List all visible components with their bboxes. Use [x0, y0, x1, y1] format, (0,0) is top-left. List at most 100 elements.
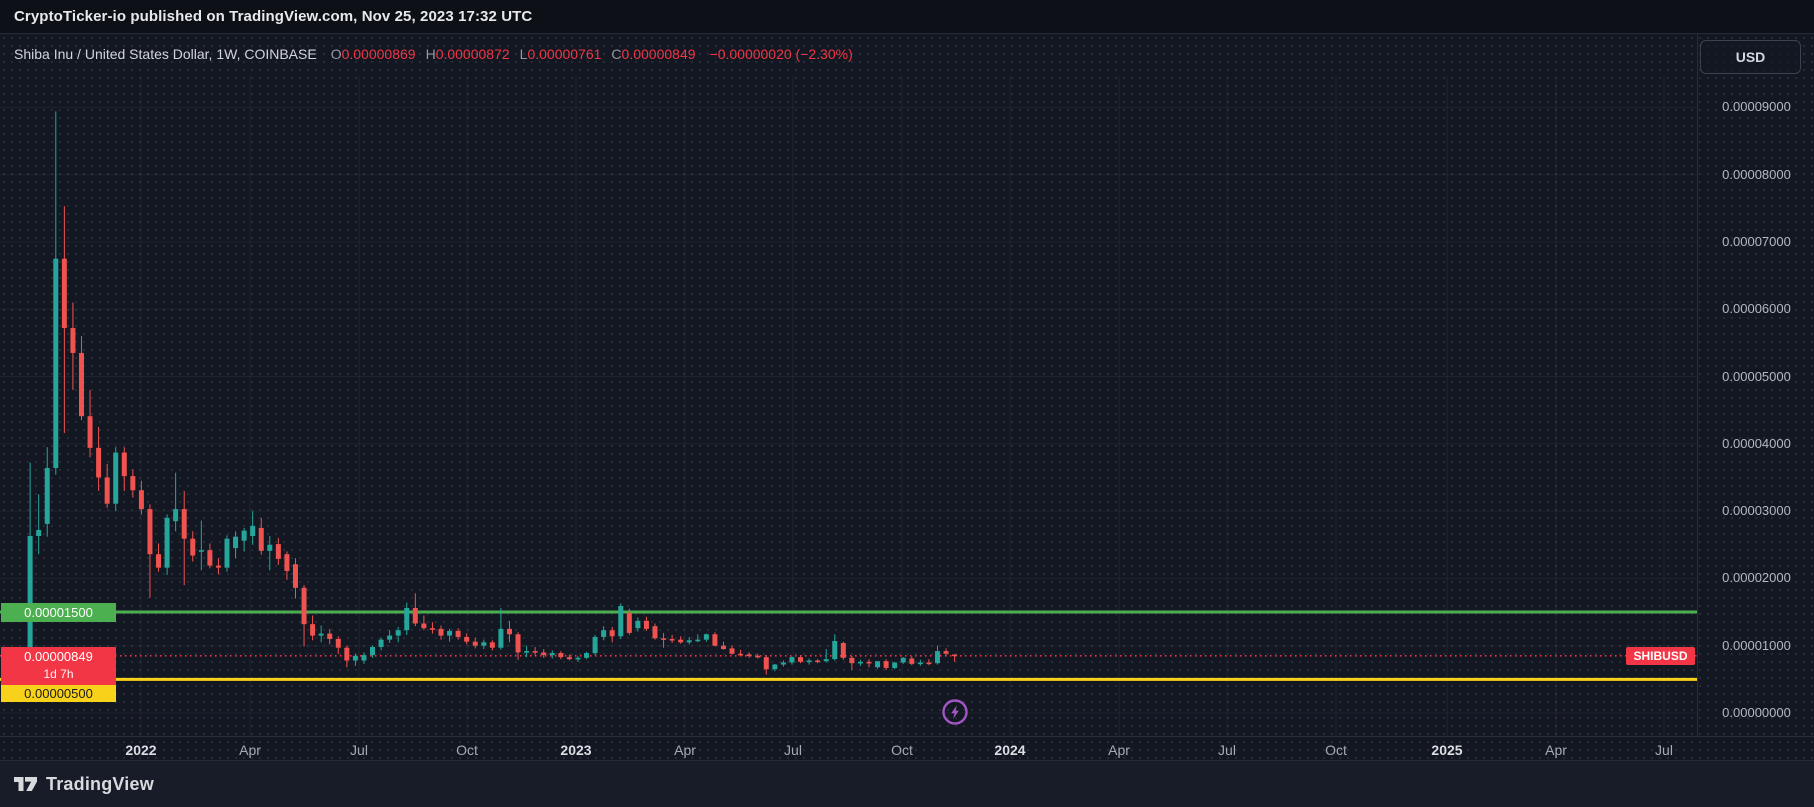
candle [618, 605, 624, 637]
candle [506, 628, 512, 635]
ohlc-high: H0.00000872 [425, 46, 510, 62]
candle [498, 628, 504, 648]
candle [720, 645, 726, 650]
candle [626, 612, 632, 633]
candle [840, 643, 846, 658]
ohlc-open: O0.00000869 [330, 46, 416, 62]
candle [566, 657, 572, 660]
change-value: −0.00000020 (−2.30%) [709, 46, 853, 62]
candle [104, 477, 110, 504]
candle [130, 476, 136, 491]
candle [352, 655, 358, 661]
tradingview-wordmark[interactable]: TradingView [46, 773, 154, 794]
tradingview-logo-icon[interactable] [14, 773, 38, 795]
candle [703, 634, 709, 640]
published-bar: CryptoTicker-io published on TradingView… [0, 0, 1814, 33]
candle [926, 662, 932, 665]
candle [755, 655, 761, 658]
candle [669, 638, 675, 641]
candle [909, 658, 915, 664]
candle [686, 640, 692, 643]
candle [541, 652, 547, 656]
candle [87, 416, 93, 448]
candle [404, 608, 410, 631]
time-axis[interactable]: 2022 Apr Jul Oct 2023 Apr Jul Oct 2024 Apr Jul Oct 2… [0, 736, 1814, 761]
candle [746, 654, 752, 657]
candle [464, 636, 470, 642]
candle [883, 661, 889, 668]
currency-toggle-label: USD [1735, 49, 1766, 65]
candle [798, 657, 804, 662]
candle [917, 662, 923, 665]
price-tick-label: 0.00007000 [1722, 233, 1791, 249]
candle [36, 529, 42, 537]
candle [609, 630, 615, 637]
candle [472, 641, 478, 646]
candle [361, 655, 367, 661]
time-tick-label: Apr [1545, 742, 1567, 758]
time-tick-label: Apr [674, 742, 696, 758]
candle [780, 662, 786, 665]
candle [181, 509, 187, 539]
candlestick-chart[interactable] [0, 34, 1814, 761]
candle [549, 653, 555, 656]
candle [934, 651, 940, 664]
candle [241, 530, 247, 541]
price-tick-label: 0.00001000 [1722, 637, 1791, 653]
time-tick-label: 2023 [560, 742, 592, 758]
candle [53, 258, 59, 469]
published-text: CryptoTicker-io published on TradingView… [14, 8, 533, 25]
candle [447, 630, 453, 636]
price-axis[interactable]: 0.00009000 0.00008000 0.00007000 0.00006000… [1697, 34, 1814, 736]
price-tick-label: 0.00006000 [1722, 301, 1791, 317]
time-tick-label: 2024 [994, 742, 1026, 758]
currency-toggle-button[interactable]: USD [1700, 40, 1801, 74]
candle [832, 640, 838, 660]
bar-countdown: 1d 7h [43, 666, 74, 681]
candle [173, 509, 179, 522]
time-tick-label: Apr [1108, 742, 1130, 758]
candle [138, 490, 144, 510]
candle [275, 544, 281, 559]
last-price-label: 0.00000849 1d 7h [1, 646, 116, 685]
candle [258, 527, 264, 551]
candle [823, 659, 829, 662]
last-price-value: 0.00000849 [24, 648, 93, 664]
candle [215, 565, 221, 568]
candle [892, 662, 898, 668]
price-tick-label: 0.00008000 [1722, 166, 1791, 182]
candle [489, 642, 495, 648]
time-tick-label: 2022 [125, 742, 157, 758]
candle [635, 620, 641, 629]
candle [284, 554, 290, 571]
candle [815, 660, 821, 663]
candle [96, 447, 102, 478]
candle [387, 635, 393, 640]
candle [695, 639, 701, 642]
time-tick-label: Jul [350, 742, 368, 758]
candle [250, 525, 256, 537]
candle [481, 642, 487, 646]
ohlc-close: C0.00000849 [611, 46, 696, 62]
candle [455, 630, 461, 637]
candle [558, 653, 564, 658]
lightning-marker-icon[interactable] [941, 698, 969, 726]
candle [532, 651, 538, 653]
candle [584, 653, 590, 658]
time-tick-label: Jul [1655, 742, 1673, 758]
candle [515, 634, 521, 653]
candle [857, 661, 863, 664]
candle [301, 587, 307, 625]
candle [866, 661, 872, 664]
candle [233, 536, 239, 549]
time-tick-label: Jul [784, 742, 802, 758]
price-tick-label: 0.00000000 [1722, 705, 1791, 720]
symbol-price-tag: SHIBUSD [1626, 646, 1695, 665]
symbol-title[interactable]: Shiba Inu / United States Dollar, 1W, CO… [14, 46, 317, 62]
chart-frame: Shiba Inu / United States Dollar, 1W, CO… [0, 33, 1814, 760]
price-tick-label: 0.00004000 [1722, 435, 1791, 451]
price-tick-label: 0.00009000 [1722, 99, 1791, 115]
candle [789, 657, 795, 663]
candle [849, 657, 855, 664]
